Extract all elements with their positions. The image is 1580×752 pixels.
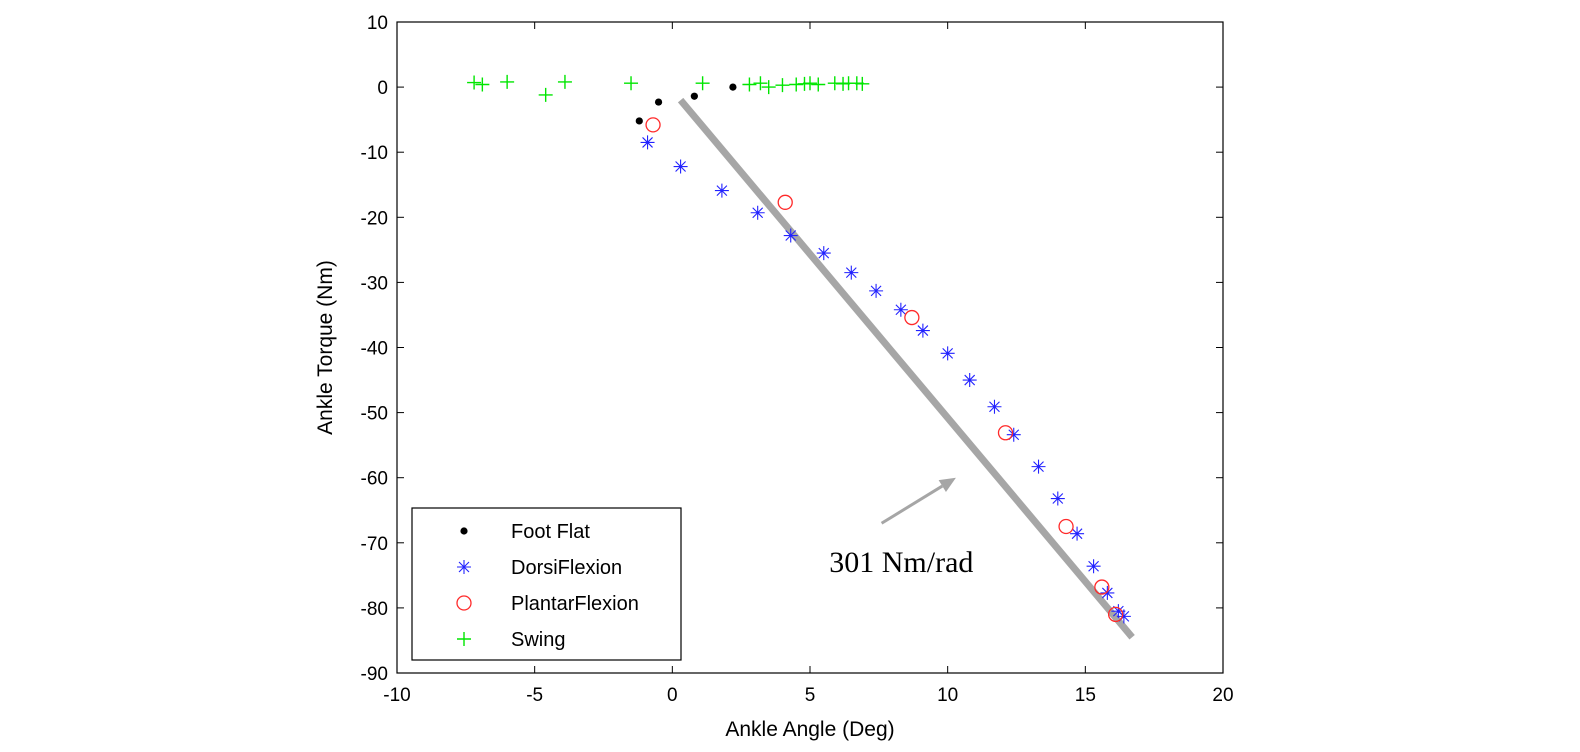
legend-label: Foot Flat — [511, 521, 590, 543]
dorsiflexion-point — [640, 135, 655, 150]
x-tick-label: 10 — [937, 685, 958, 706]
swing-point — [624, 76, 639, 91]
legend-item-dorsiflexion: DorsiFlexion — [457, 557, 622, 579]
fit-line — [677, 97, 1135, 640]
legend-label: DorsiFlexion — [511, 557, 622, 579]
legend-item-foot-flat: Foot Flat — [460, 521, 590, 543]
y-tick-label: 0 — [377, 78, 388, 99]
plantarflexion-point — [645, 117, 661, 133]
y-tick-label: -90 — [361, 664, 388, 685]
plantarflexion-point — [904, 309, 920, 326]
y-axis-label: Ankle Torque (Nm) — [314, 260, 337, 435]
swing-point — [467, 75, 482, 90]
x-tick-label: 5 — [805, 685, 816, 706]
dorsiflexion-point — [783, 228, 798, 243]
dorsiflexion-point — [940, 346, 955, 361]
x-tick-label: 15 — [1075, 685, 1096, 706]
dorsiflexion-point — [673, 159, 688, 174]
legend-marker-plantarflexion — [456, 595, 472, 611]
legend-item-swing: Swing — [457, 629, 565, 651]
plantarflexion-point — [997, 425, 1014, 441]
y-tick-label: -10 — [361, 143, 388, 164]
annotation-layer: 301 Nm/rad — [829, 477, 973, 579]
series-foot-flat — [635, 83, 737, 125]
annotation-arrow-shaft — [880, 484, 944, 525]
dorsiflexion-point — [915, 323, 930, 338]
dorsiflexion-point — [1100, 585, 1115, 600]
dorsiflexion-point — [1031, 459, 1046, 474]
plantarflexion-point — [1094, 579, 1110, 595]
x-tick-label: 20 — [1212, 685, 1233, 706]
legend-label: Swing — [511, 629, 565, 651]
plantarflexion-point — [777, 194, 793, 210]
x-tick-label: -10 — [383, 685, 410, 706]
legend-marker-swing — [457, 632, 471, 646]
foot-flat-point — [635, 117, 643, 125]
dorsiflexion-point — [987, 399, 1002, 414]
x-axis-label: Ankle Angle (Deg) — [725, 718, 894, 741]
series-plantarflexion — [645, 117, 1124, 623]
legend-box — [411, 507, 682, 661]
dorsiflexion-point — [816, 246, 831, 261]
dorsiflexion-point — [714, 183, 729, 198]
plantarflexion-point — [1058, 518, 1074, 535]
legend-item-plantarflexion: PlantarFlexion — [456, 593, 639, 615]
tick-labels: -10 -5 0 5 10 15 20100-10-20-30-40-50-60-70-80… — [361, 13, 1234, 706]
slope-annotation: 301 Nm/rad — [829, 546, 973, 579]
swing-point — [811, 77, 826, 92]
swing-point — [538, 87, 553, 102]
dorsiflexion-point — [962, 373, 977, 388]
legend: Foot Flat DorsiFlexion PlantarFlexion Swing — [411, 507, 682, 661]
x-tick-label: -5 — [526, 685, 543, 706]
dorsiflexion-point — [1050, 491, 1065, 506]
dorsiflexion-point — [844, 265, 859, 280]
dorsiflexion-point — [1070, 526, 1085, 541]
dorsiflexion-point — [750, 205, 765, 220]
plantarflexion-point — [1107, 606, 1124, 623]
swing-point — [775, 78, 790, 93]
swing-point — [753, 76, 768, 91]
y-tick-label: -70 — [361, 534, 388, 555]
swing-point — [761, 80, 776, 95]
foot-flat-point — [690, 92, 698, 100]
foot-flat-point — [729, 83, 737, 91]
y-tick-label: -40 — [361, 339, 388, 360]
y-tick-label: -80 — [361, 599, 388, 620]
dorsiflexion-point — [1111, 604, 1126, 619]
dorsiflexion-point — [869, 283, 884, 298]
swing-point — [500, 74, 515, 89]
dorsiflexion-point — [1006, 427, 1021, 442]
swing-point — [803, 76, 817, 91]
series-dorsiflexion — [640, 135, 1131, 624]
axis-ticks — [396, 21, 1224, 674]
legend-marker-foot-flat — [460, 527, 468, 535]
y-tick-label: -60 — [361, 469, 388, 490]
legend-marker-dorsiflexion — [457, 560, 471, 574]
series-swing — [467, 74, 870, 102]
dorsiflexion-point — [893, 302, 908, 317]
y-tick-label: -30 — [361, 273, 388, 294]
fit-line-layer — [677, 97, 1135, 640]
swing-point — [855, 76, 870, 91]
data-marks — [467, 74, 1131, 624]
swing-point — [557, 74, 572, 89]
foot-flat-point — [654, 98, 663, 106]
y-tick-label: 10 — [367, 13, 388, 34]
dorsiflexion-point — [1116, 609, 1131, 624]
y-tick-label: -20 — [361, 208, 388, 229]
dorsiflexion-point — [1086, 559, 1101, 574]
legend-label: PlantarFlexion — [511, 593, 639, 615]
swing-point — [742, 77, 757, 92]
y-tick-label: -50 — [361, 404, 388, 425]
swing-point — [695, 76, 710, 91]
annotation-arrow-head — [938, 477, 956, 493]
x-tick-label: 0 — [667, 685, 678, 706]
swing-point — [475, 77, 490, 92]
